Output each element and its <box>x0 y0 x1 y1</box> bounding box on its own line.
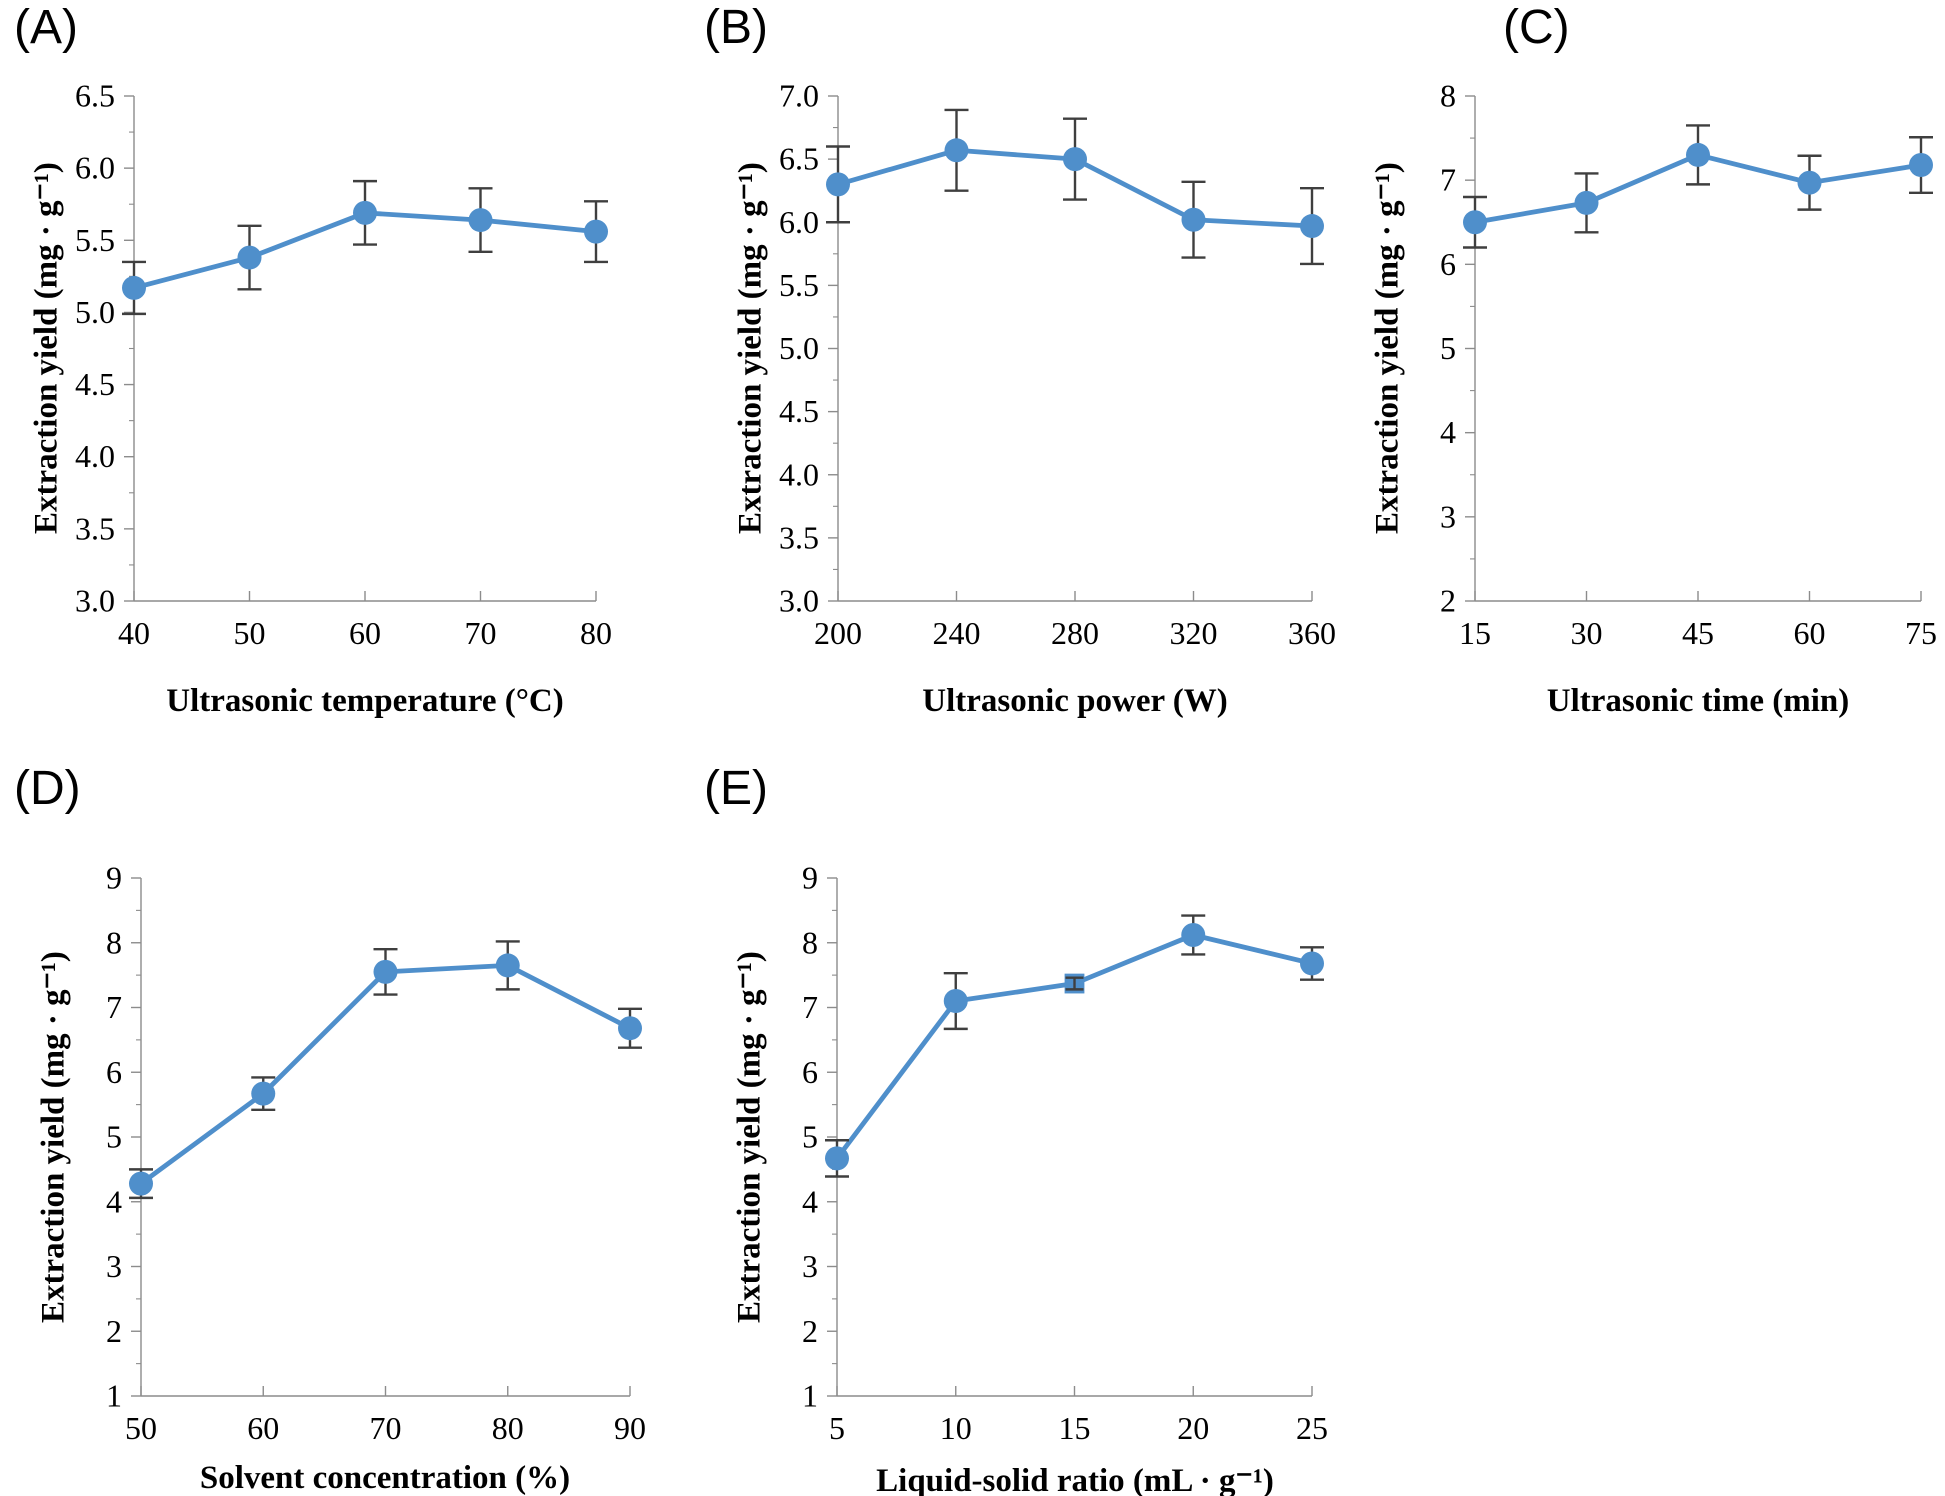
svg-text:6.5: 6.5 <box>75 78 115 114</box>
svg-text:6.5: 6.5 <box>779 141 819 177</box>
svg-text:15: 15 <box>1059 1410 1091 1446</box>
svg-text:280: 280 <box>1051 615 1099 651</box>
svg-text:15: 15 <box>1459 615 1491 651</box>
svg-text:320: 320 <box>1170 615 1218 651</box>
svg-text:70: 70 <box>370 1410 402 1446</box>
svg-text:8: 8 <box>802 924 818 960</box>
svg-text:2: 2 <box>106 1313 122 1349</box>
svg-text:45: 45 <box>1682 615 1714 651</box>
svg-text:4.0: 4.0 <box>779 456 819 492</box>
svg-text:6.0: 6.0 <box>75 150 115 186</box>
svg-text:60: 60 <box>247 1410 279 1446</box>
svg-text:3.0: 3.0 <box>75 583 115 619</box>
svg-text:8: 8 <box>106 924 122 960</box>
svg-text:80: 80 <box>492 1410 524 1446</box>
svg-text:360: 360 <box>1288 615 1336 651</box>
svg-text:5: 5 <box>1440 330 1456 366</box>
svg-text:90: 90 <box>614 1410 646 1446</box>
svg-text:7: 7 <box>802 989 818 1025</box>
svg-text:2: 2 <box>802 1313 818 1349</box>
svg-text:4: 4 <box>106 1183 122 1219</box>
svg-text:5: 5 <box>802 1119 818 1155</box>
svg-text:2: 2 <box>1440 583 1456 619</box>
svg-text:60: 60 <box>1794 615 1826 651</box>
svg-text:50: 50 <box>234 615 266 651</box>
svg-text:50: 50 <box>125 1410 157 1446</box>
svg-text:5.0: 5.0 <box>75 294 115 330</box>
svg-text:75: 75 <box>1905 615 1937 651</box>
svg-text:80: 80 <box>580 615 612 651</box>
svg-text:3: 3 <box>1440 498 1456 534</box>
svg-text:7.0: 7.0 <box>779 78 819 114</box>
svg-text:3.5: 3.5 <box>779 519 819 555</box>
svg-text:9: 9 <box>106 860 122 896</box>
svg-text:25: 25 <box>1296 1410 1328 1446</box>
svg-text:1: 1 <box>802 1378 818 1414</box>
svg-text:7: 7 <box>1440 162 1456 198</box>
svg-text:4.0: 4.0 <box>75 438 115 474</box>
svg-text:3.0: 3.0 <box>779 583 819 619</box>
svg-text:5.5: 5.5 <box>75 222 115 258</box>
svg-text:70: 70 <box>465 615 497 651</box>
svg-text:5.5: 5.5 <box>779 267 819 303</box>
svg-text:7: 7 <box>106 989 122 1025</box>
svg-text:40: 40 <box>118 615 150 651</box>
svg-text:4.5: 4.5 <box>779 393 819 429</box>
svg-text:240: 240 <box>933 615 981 651</box>
svg-text:60: 60 <box>349 615 381 651</box>
svg-text:8: 8 <box>1440 78 1456 114</box>
svg-text:9: 9 <box>802 860 818 896</box>
svg-text:200: 200 <box>814 615 862 651</box>
svg-text:20: 20 <box>1177 1410 1209 1446</box>
svg-text:4: 4 <box>802 1183 818 1219</box>
svg-text:4.5: 4.5 <box>75 366 115 402</box>
svg-text:6.0: 6.0 <box>779 204 819 240</box>
svg-text:30: 30 <box>1571 615 1603 651</box>
svg-text:6: 6 <box>106 1054 122 1090</box>
svg-text:6: 6 <box>1440 246 1456 282</box>
svg-text:4: 4 <box>1440 414 1456 450</box>
svg-text:5: 5 <box>829 1410 845 1446</box>
svg-text:3: 3 <box>106 1248 122 1284</box>
svg-text:10: 10 <box>940 1410 972 1446</box>
svg-text:6: 6 <box>802 1054 818 1090</box>
svg-text:3.5: 3.5 <box>75 510 115 546</box>
svg-text:1: 1 <box>106 1378 122 1414</box>
svg-text:5: 5 <box>106 1119 122 1155</box>
svg-text:3: 3 <box>802 1248 818 1284</box>
svg-text:5.0: 5.0 <box>779 330 819 366</box>
